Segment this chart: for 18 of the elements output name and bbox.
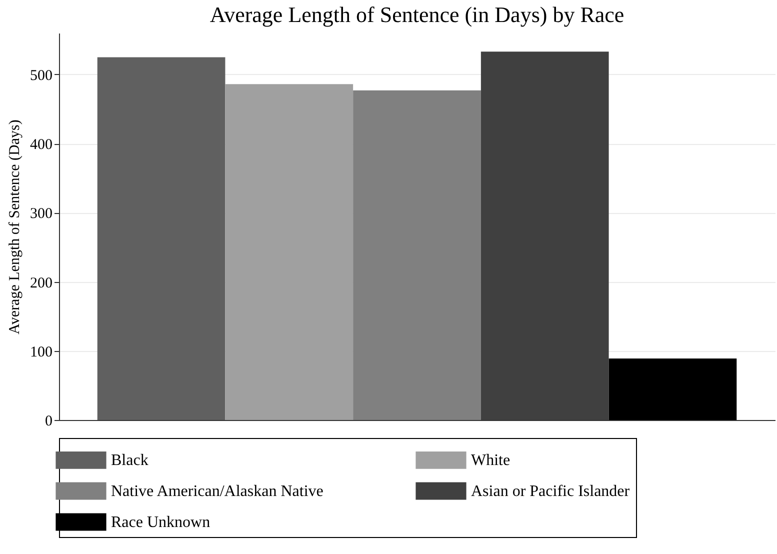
y-tick-label: 300 xyxy=(30,206,52,222)
bar xyxy=(97,57,226,420)
bar xyxy=(480,52,609,420)
legend-label: Black xyxy=(111,452,148,470)
bar xyxy=(225,84,354,420)
y-tick-label: 100 xyxy=(30,344,52,360)
legend-label: White xyxy=(471,452,510,470)
bar xyxy=(608,358,737,420)
bar xyxy=(353,90,481,420)
y-tick-label: 500 xyxy=(30,68,52,84)
y-tick-label: 400 xyxy=(30,137,52,154)
legend-label: Native American/Alaskan Native xyxy=(111,483,324,500)
y-tick-label: 200 xyxy=(30,275,52,292)
legend-label: Asian or Pacific Islander xyxy=(471,483,630,500)
y-tick-label: 0 xyxy=(45,414,52,430)
chart-title: Average Length of Sentence (in Days) by Race xyxy=(210,2,624,27)
legend-label: Race Unknown xyxy=(111,514,210,531)
y-axis-title: Average Length of Sentence (Days) xyxy=(7,120,23,334)
